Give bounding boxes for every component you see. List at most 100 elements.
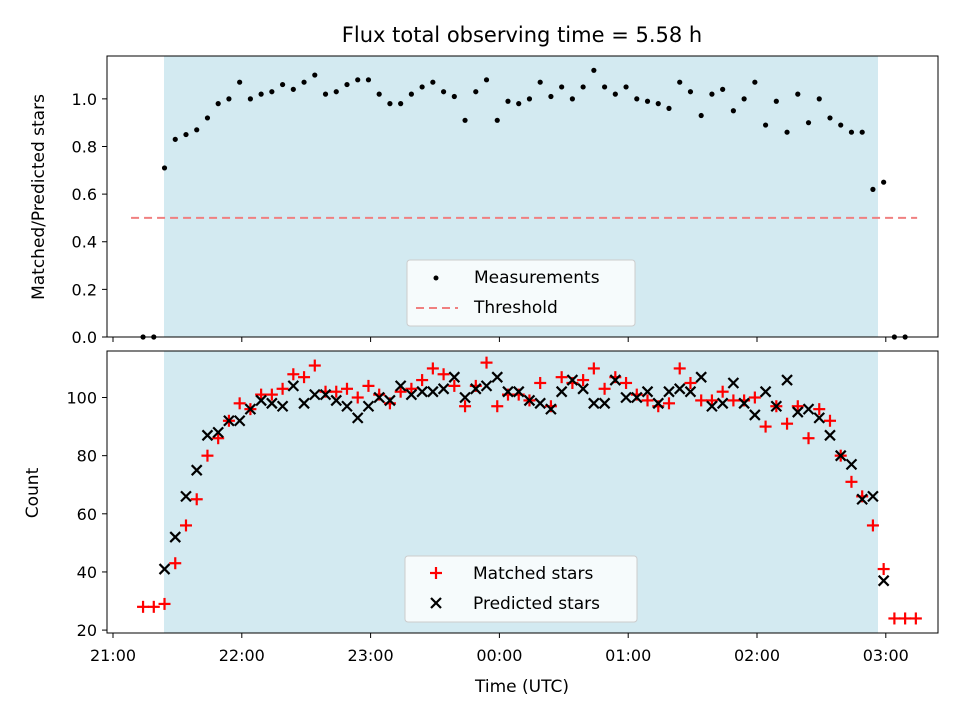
y-tick-label: 40 <box>77 563 97 582</box>
predicted-stars-point <box>244 403 257 415</box>
measurement-point <box>204 115 211 121</box>
measurement-point <box>516 101 522 107</box>
matched-stars-point <box>169 557 182 570</box>
top-x-axis-ticks <box>112 337 887 342</box>
matched-stars-point <box>351 391 364 404</box>
matched-stars-point <box>748 391 761 404</box>
predicted-stars-point <box>180 490 192 503</box>
legend-measurements-marker <box>433 275 439 281</box>
matched-stars-point <box>308 359 321 372</box>
measurement-point <box>387 101 393 107</box>
bottom-y-axis-label: Count <box>23 467 43 518</box>
matched-stars-point <box>555 371 568 384</box>
predicted-stars-point <box>459 391 471 404</box>
top-marks <box>131 67 918 340</box>
predicted-stars-point <box>566 374 579 386</box>
matched-stars-point <box>791 400 804 413</box>
matched-stars-point <box>426 362 439 375</box>
y-tick-label: 0.0 <box>72 328 97 347</box>
matched-stars-point <box>823 414 836 427</box>
matched-stars-point <box>201 449 214 462</box>
bottom-marks <box>137 356 922 625</box>
measurement-point <box>559 84 565 90</box>
predicted-stars-point <box>362 400 375 413</box>
predicted-stars-point <box>534 397 546 410</box>
predicted-stars-point <box>169 531 182 543</box>
measurement-point <box>215 101 221 107</box>
x-tick-label: 22:00 <box>219 646 265 665</box>
predicted-stars-point <box>523 394 536 407</box>
bottom-legend: Matched stars Predicted stars <box>404 555 638 623</box>
predicted-stars-point <box>824 429 836 442</box>
matched-stars-point <box>866 519 879 532</box>
predicted-stars-point <box>845 458 858 471</box>
matched-stars-point <box>727 394 740 407</box>
measurement-point <box>870 186 876 192</box>
legend-matched-label: Matched stars <box>473 564 593 584</box>
measurement-point <box>752 79 758 85</box>
matched-stars-point <box>362 379 375 392</box>
measurement-point <box>709 91 715 97</box>
matched-stars-point <box>480 356 493 369</box>
measurement-point <box>580 84 586 90</box>
measurement-point <box>795 91 801 97</box>
predicted-stars-point <box>695 371 707 383</box>
measurement-point <box>473 89 479 95</box>
predicted-stars-point <box>631 391 643 404</box>
matched-stars-point <box>877 563 890 576</box>
measurement-point <box>398 101 404 107</box>
y-tick-label: 20 <box>77 621 97 640</box>
predicted-stars-point <box>384 394 396 407</box>
matched-stars-point <box>255 388 268 401</box>
predicted-stars-point <box>427 385 439 398</box>
measurement-point <box>784 129 790 135</box>
measurement-point <box>505 98 511 104</box>
predicted-stars-point <box>588 397 600 410</box>
measurement-point <box>827 115 833 121</box>
matched-stars-point <box>716 385 729 398</box>
matched-stars-point <box>276 382 289 395</box>
predicted-stars-point <box>158 563 171 575</box>
measurement-point <box>301 79 307 85</box>
predicted-stars-point <box>341 400 353 413</box>
predicted-stars-point <box>792 406 804 418</box>
measurement-point <box>194 127 200 133</box>
measurement-point <box>269 89 275 95</box>
matched-stars-point <box>781 417 794 430</box>
matched-stars-point <box>662 397 675 410</box>
predicted-stars-point <box>309 388 321 401</box>
measurement-point <box>838 122 844 128</box>
matched-stars-point <box>394 385 407 398</box>
matched-stars-point <box>265 388 278 401</box>
predicted-stars-point <box>448 371 461 383</box>
predicted-stars-point <box>276 400 289 413</box>
measurement-point <box>741 96 747 102</box>
predicted-stars-point <box>641 385 654 398</box>
measurement-point <box>237 79 243 85</box>
predicted-stars-point <box>255 394 267 407</box>
legend-predicted-label: Predicted stars <box>473 594 600 614</box>
measurement-point <box>430 79 436 85</box>
measurement-point <box>720 86 726 92</box>
matched-stars-point <box>287 368 300 381</box>
matched-stars-point <box>802 432 815 445</box>
predicted-stars-point <box>834 449 847 462</box>
matched-stars-point <box>598 382 611 395</box>
x-tick-label: 23:00 <box>348 646 394 665</box>
y-tick-label: 0.4 <box>72 233 97 252</box>
predicted-stars-point <box>577 383 589 395</box>
matched-stars-point <box>899 612 912 625</box>
bottom-axes-frame <box>106 350 939 634</box>
measurement-point <box>172 136 178 142</box>
predicted-stars-point <box>502 385 514 398</box>
matched-stars-point <box>888 612 901 625</box>
predicted-stars-point <box>781 374 793 386</box>
top-axes-frame <box>106 55 939 338</box>
measurement-point <box>634 96 640 102</box>
measurement-point <box>623 84 629 90</box>
predicted-stars-point <box>813 412 826 424</box>
predicted-stars-point <box>298 397 310 410</box>
measurement-point <box>290 86 296 92</box>
measurement-point <box>376 91 382 97</box>
predicted-stars-point <box>405 388 418 401</box>
